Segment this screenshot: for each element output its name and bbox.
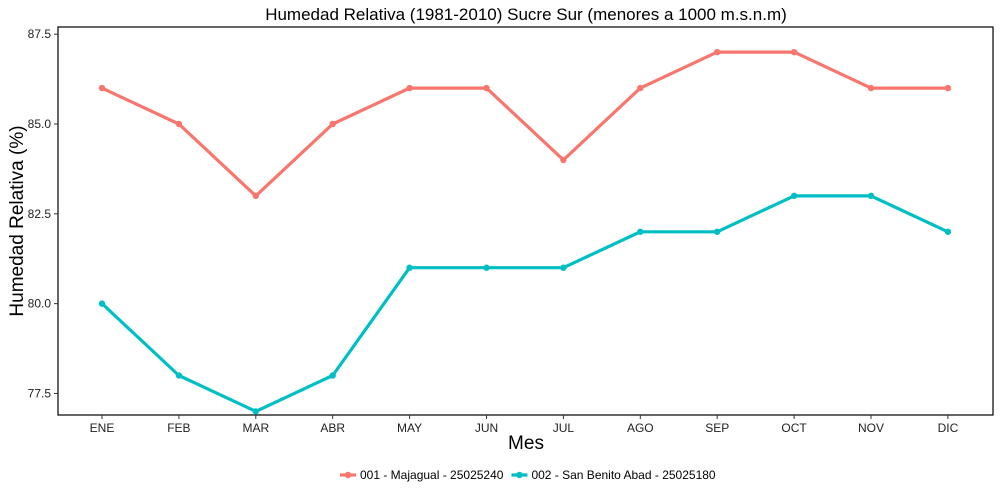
y-tick-label: 80.0 [28, 297, 52, 311]
data-point [944, 228, 952, 235]
x-tick-label: DIC [938, 421, 959, 435]
series-line-2 [100, 194, 950, 413]
x-axis: ENE FEB MAR ABR MAY JUN JUL AGO SEP OCT NOV DIC [90, 415, 959, 435]
data-point [637, 84, 644, 92]
data-point [944, 84, 952, 92]
data-point [406, 264, 413, 271]
data-point [714, 228, 721, 235]
data-point [560, 264, 567, 271]
data-point [483, 264, 490, 271]
x-tick-label: JUN [475, 421, 498, 435]
y-tick-label: 82.5 [28, 207, 52, 221]
legend-label-2: 002 - San Benito Abad - 25025180 [531, 468, 715, 482]
data-point [790, 48, 798, 56]
x-tick-label: ABR [320, 421, 345, 435]
legend-marker [516, 471, 523, 479]
data-point [98, 300, 106, 307]
data-point [637, 228, 644, 235]
data-point [98, 84, 106, 92]
y-tick-label: 77.5 [28, 386, 52, 400]
x-axis-title: Mes [508, 433, 544, 454]
data-point [714, 48, 721, 56]
x-tick-label: MAY [397, 421, 422, 435]
x-tick-label: OCT [781, 421, 807, 435]
legend: 001 - Majagual - 25025240 002 - San Benit… [340, 468, 716, 482]
x-tick-label: ENE [90, 421, 115, 435]
data-point [252, 192, 259, 200]
chart-title: Humedad Relativa (1981-2010) Sucre Sur (… [265, 5, 787, 24]
x-tick-label: FEB [167, 421, 190, 435]
data-point [867, 84, 875, 92]
plot-frame [57, 26, 994, 416]
data-point [483, 84, 490, 92]
data-point [560, 156, 567, 164]
data-point [175, 120, 183, 128]
legend-label-1: 001 - Majagual - 25025240 [360, 468, 504, 482]
data-point [329, 372, 336, 379]
x-tick-label: MAR [242, 421, 269, 435]
x-tick-label: NOV [858, 421, 884, 435]
data-point [406, 84, 413, 92]
x-tick-label: SEP [705, 421, 729, 435]
x-tick-label: JUL [553, 421, 575, 435]
data-point [867, 192, 875, 200]
y-axis: 77.5 80.0 82.5 85.0 87.5 [28, 27, 58, 400]
series-layer [98, 48, 952, 415]
y-axis-title: Humedad Relativa (%) [7, 125, 28, 316]
x-tick-label: AGO [627, 421, 654, 435]
data-point [329, 120, 336, 128]
data-point [252, 408, 259, 415]
series-line-1 [100, 50, 950, 198]
data-point [175, 372, 183, 379]
y-tick-label: 85.0 [28, 117, 52, 131]
y-tick-label: 87.5 [28, 27, 52, 41]
legend-marker [344, 471, 352, 479]
data-point [790, 192, 798, 200]
